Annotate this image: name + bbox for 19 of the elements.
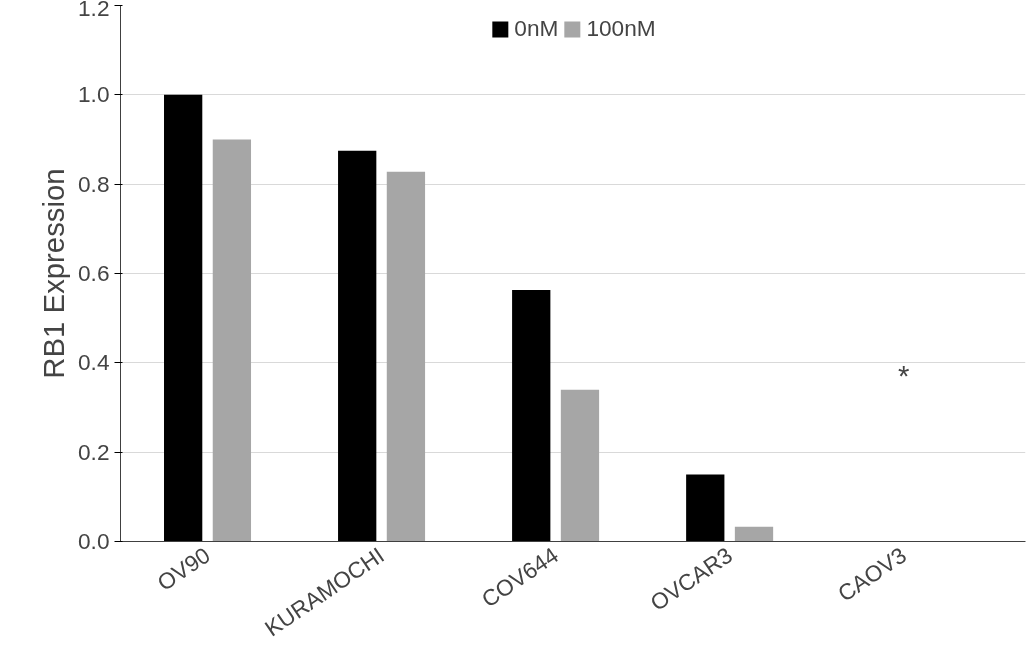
bar bbox=[560, 389, 600, 542]
y-tick-label: 0.0 bbox=[78, 528, 110, 554]
bar bbox=[512, 290, 551, 542]
bar bbox=[686, 474, 725, 542]
bar bbox=[386, 171, 426, 542]
y-axis-title: RB1 Expression bbox=[37, 168, 70, 379]
y-tick-label: 1.2 bbox=[78, 0, 110, 21]
y-tick-label: 0.4 bbox=[78, 349, 110, 376]
bar bbox=[734, 526, 774, 542]
y-tick-label: 0.8 bbox=[78, 170, 110, 197]
y-tick-label: 1.0 bbox=[78, 81, 110, 108]
annotation: * bbox=[897, 358, 910, 392]
y-tick-label: 0.2 bbox=[78, 438, 110, 465]
bar bbox=[164, 94, 203, 542]
legend-label: 0nM bbox=[514, 15, 559, 42]
bar bbox=[338, 150, 377, 542]
y-tick-label: 0.6 bbox=[78, 260, 110, 286]
legend-label: 100nM bbox=[586, 15, 656, 42]
bar bbox=[212, 139, 252, 542]
